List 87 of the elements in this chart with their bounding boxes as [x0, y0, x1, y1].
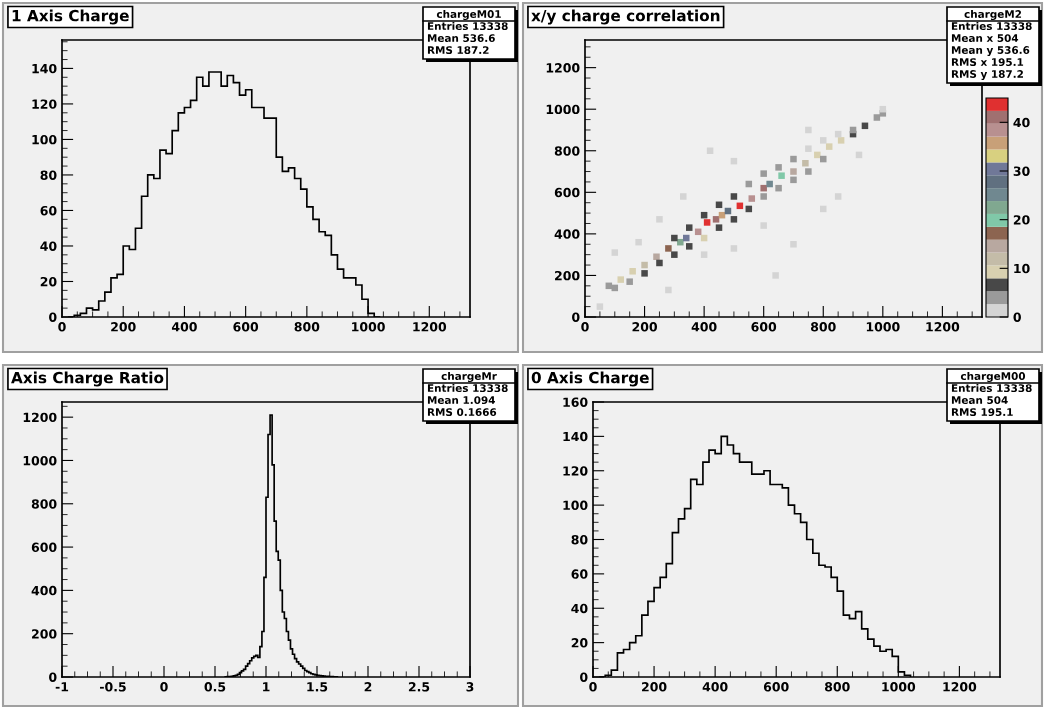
y-tick-label: 800 [31, 499, 57, 509]
text: Entries 13338 [951, 21, 1032, 31]
text: Entries 13338 [951, 383, 1032, 393]
y-tick-label: 1000 [546, 104, 580, 115]
y-tick-label: 400 [554, 229, 580, 239]
y-tick-label: 0 [49, 312, 57, 322]
y-tick-label: 20 [571, 638, 588, 648]
x-tick-label: 3 [466, 682, 474, 692]
x-tick-label: 200 [642, 682, 667, 692]
y-tick-label: 40 [571, 603, 588, 614]
chart-title: x/y charge correlation [531, 9, 720, 25]
y-tick-label: 120 [563, 466, 588, 476]
y-tick-label: 60 [40, 205, 57, 216]
text: chargeMr [441, 371, 497, 383]
x-tick-label: 400 [171, 322, 197, 332]
x-tick-label: 1.5 [307, 682, 328, 692]
annotation: Mean 1.094 [427, 396, 495, 405]
y-tick-label: 0 [49, 672, 57, 682]
x-tick-label: 200 [111, 322, 136, 332]
x-tick-label: 2.5 [408, 682, 430, 692]
x-tick-label: 0 [160, 682, 168, 692]
x-tick-label: 600 [751, 322, 777, 332]
x-tick-label: -1 [55, 682, 69, 692]
text: chargeM00 [960, 371, 1026, 383]
x-tick-label: 800 [810, 322, 836, 332]
color-bar-label: 10 [1014, 263, 1030, 274]
y-tick-label: 100 [32, 134, 57, 145]
annotation: Mean 536.6 [427, 34, 495, 43]
x-tick-label: 0.5 [204, 682, 226, 692]
annotation: RMS 0.1666 [427, 408, 497, 417]
text: Entries 13338 [427, 21, 508, 31]
y-tick-label: 100 [563, 500, 588, 511]
x-tick-label: -0.5 [100, 682, 126, 692]
color-bar-label: 40 [1013, 117, 1030, 128]
annotation: Mean x 504 [951, 34, 1019, 43]
annotation: RMS y 187.2 [951, 70, 1023, 81]
color-bar-label: 30 [1013, 166, 1030, 176]
color-bar-label: 0 [1013, 312, 1021, 322]
y-tick-label: 600 [554, 187, 580, 198]
x-tick-label: 1200 [943, 682, 977, 692]
y-tick-label: 120 [32, 99, 57, 109]
x-tick-label: 1200 [413, 322, 447, 332]
annotation: RMS 195.1 [951, 408, 1013, 417]
annotation: Mean 504 [951, 396, 1008, 405]
x-tick-label: 1000 [882, 682, 916, 692]
text: chargeM01 [436, 9, 501, 21]
x-tick-label: 2 [364, 682, 372, 692]
text: chargeM2 [964, 9, 1022, 21]
y-tick-label: 160 [563, 397, 588, 407]
y-tick-label: 1200 [23, 412, 57, 423]
x-tick-label: 200 [632, 322, 658, 332]
y-tick-label: 140 [32, 63, 57, 74]
y-tick-label: 80 [571, 534, 588, 545]
y-tick-label: 600 [31, 542, 57, 553]
x-tick-label: 400 [691, 322, 717, 332]
y-tick-label: 80 [40, 170, 57, 180]
chart-title: 0 Axis Charge [531, 371, 649, 387]
text: Entries 13338 [427, 383, 508, 393]
y-tick-label: 400 [31, 585, 57, 596]
y-tick-label: 0 [572, 312, 580, 322]
annotation: Mean y 536.6 [951, 46, 1030, 57]
x-tick-label: 1200 [926, 322, 960, 332]
x-tick-label: 0 [589, 682, 597, 692]
y-tick-label: 200 [555, 270, 580, 281]
x-tick-label: 0 [58, 322, 66, 332]
chart-title: 1 Axis Charge [12, 9, 129, 25]
x-tick-label: 800 [824, 682, 850, 692]
y-tick-label: 140 [563, 431, 588, 442]
y-tick-label: 60 [571, 569, 588, 579]
x-tick-label: 800 [294, 322, 320, 332]
y-tick-label: 1000 [23, 455, 57, 466]
x-tick-label: 1000 [352, 322, 385, 332]
annotation: RMS x 195.1 [951, 58, 1024, 67]
x-tick-label: 1000 [866, 322, 900, 332]
x-tick-label: 1 [263, 682, 270, 692]
y-tick-label: 800 [554, 146, 580, 156]
x-tick-label: 400 [702, 682, 728, 692]
chart-title: Axis Charge Ratio [11, 371, 164, 387]
y-tick-label: 1200 [546, 63, 580, 73]
y-tick-label: 40 [40, 241, 57, 251]
annotation: RMS 187.2 [427, 46, 489, 55]
y-tick-label: 20 [40, 276, 57, 287]
x-tick-label: 600 [763, 682, 789, 692]
y-tick-label: 200 [32, 629, 57, 639]
y-tick-label: 0 [580, 672, 588, 682]
color-bar-label: 20 [1013, 215, 1030, 225]
x-tick-label: 600 [233, 322, 259, 332]
